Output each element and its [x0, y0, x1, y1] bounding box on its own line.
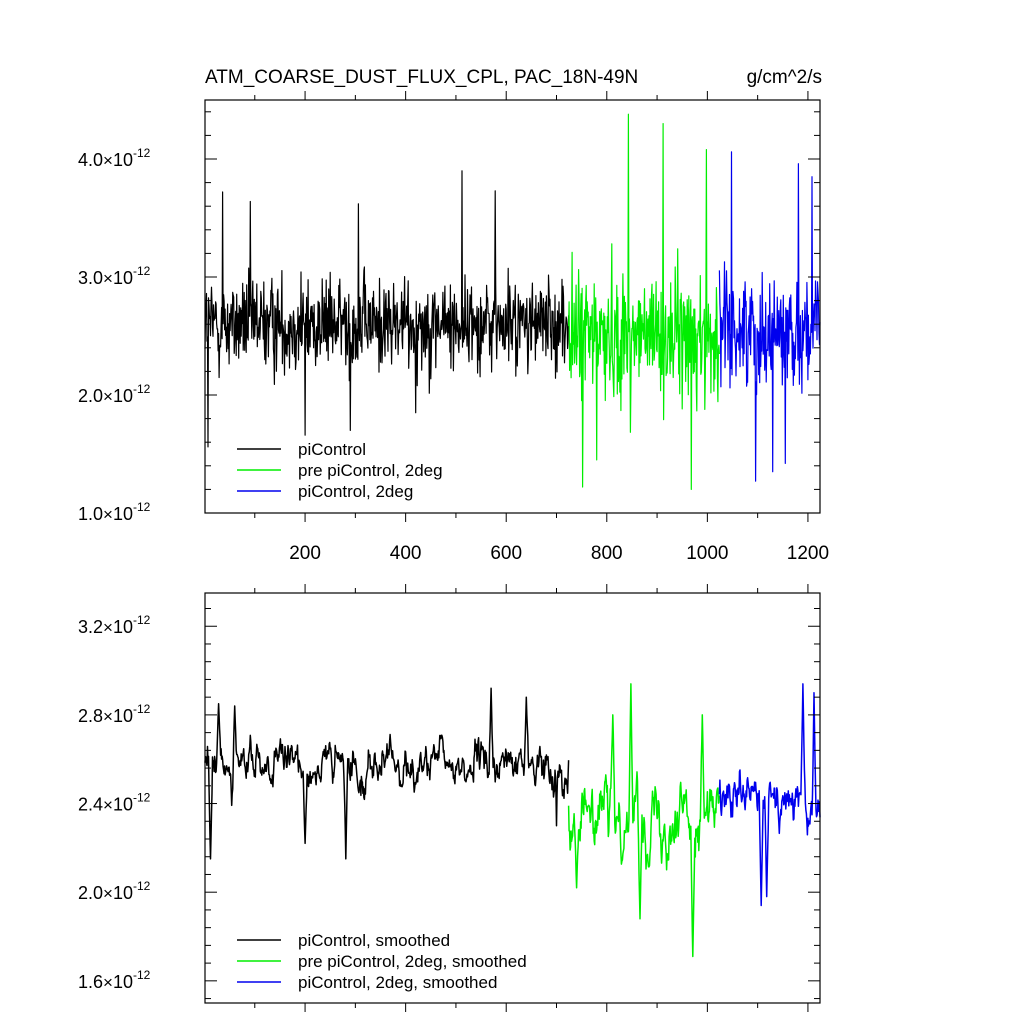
- y-tick-label: 3.2×10-12: [78, 613, 151, 637]
- legend-label: piControl, 2deg, smoothed: [298, 973, 497, 992]
- x-tick-label: 800: [591, 543, 623, 564]
- y-tick-label: 2.0×10-12: [78, 382, 151, 406]
- series-line-top-1: [568, 113, 720, 490]
- y-tick-label: 4.0×10-12: [78, 146, 151, 170]
- plot-frame-top: [204, 99, 821, 514]
- series-line-top-0: [204, 170, 570, 448]
- x-tick-label: 1000: [686, 543, 728, 564]
- series-line-bottom-0: [204, 687, 570, 860]
- legend-label: pre piControl, 2deg: [298, 461, 443, 480]
- bottom-panel: 1.6×10-12 2.0×10-12 2.4×10-12 2.8×10-12 3.2×…: [78, 584, 821, 1012]
- y-tick-label: 1.6×10-12: [78, 968, 151, 992]
- plot-frame-bottom: [204, 592, 821, 1004]
- y-tick-label: 2.4×10-12: [78, 791, 151, 815]
- legend-label: pre piControl, 2deg, smoothed: [298, 952, 527, 971]
- y-tick-label: 2.0×10-12: [78, 879, 151, 903]
- legend-label: piControl: [298, 440, 366, 459]
- x-tick-label: 1200: [787, 543, 829, 564]
- x-tick-label: 600: [490, 543, 522, 564]
- top-panel: 200 400 600 800 1000 1200 1.0×10-12 2.0×10-12 3.…: [78, 91, 829, 564]
- chart-units: g/cm^2/s: [747, 67, 822, 88]
- legend-label: piControl, 2deg: [298, 482, 413, 501]
- series-line-bottom-2: [718, 683, 821, 907]
- legend-label: piControl, smoothed: [298, 931, 450, 950]
- y-tick-label: 3.0×10-12: [78, 264, 151, 288]
- x-tick-label: 400: [390, 543, 422, 564]
- series-line-top-2: [718, 151, 821, 482]
- x-tick-label: 200: [289, 543, 321, 564]
- chart-title: ATM_COARSE_DUST_FLUX_CPL, PAC_18N-49N: [205, 67, 638, 88]
- y-tick-label: 2.8×10-12: [78, 702, 151, 726]
- series-line-bottom-1: [567, 683, 721, 958]
- y-tick-label: 1.0×10-12: [78, 500, 151, 524]
